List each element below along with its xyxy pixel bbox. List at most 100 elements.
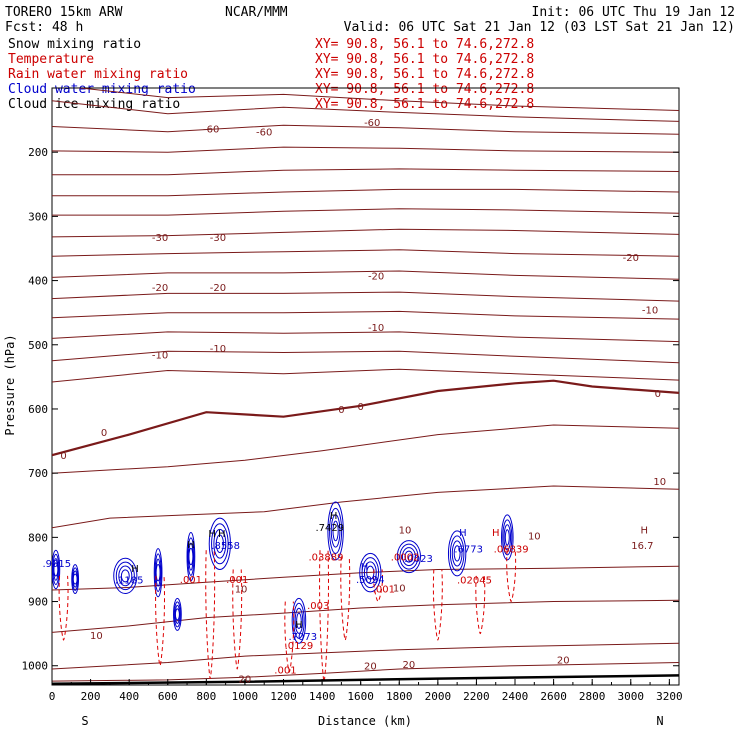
contour-label-22: 10 [393,583,406,594]
model-name: TORERO 15km ARW [5,5,123,20]
contour-label-11: -10 [210,344,226,355]
field-name-1: Temperature [8,52,94,67]
cloud-contour-1 [71,564,80,595]
contour-label-47: .06839 [494,544,529,555]
y-tick-label-7: 900 [28,596,48,609]
isotherm-1 [52,100,679,122]
plot-frame [51,87,680,686]
fields-legend: Snow mixing ratio XY= 90.8, 56.1 to 74.6,… [8,37,534,112]
cloud-contour-5 [186,532,196,582]
y-tick-label-4: 600 [28,403,48,416]
cloud-contour-9 [359,552,382,593]
isotherm-6 [52,208,679,216]
x-tick-label-5: 1000 [232,690,259,703]
rain-contour-7 [373,569,383,603]
contour-label-37: .9015 [43,559,72,570]
isotherm-13 [52,350,679,364]
x-tick-label-16: 3200 [656,690,683,703]
isotherm-layer [52,88,679,682]
x-axis: 0 200 400 600 800 1000 1200 1400 1600 1800 2000 220… [49,679,683,703]
contour-label-52: .001 [226,575,248,586]
contour-label-5: -20 [623,253,639,264]
contour-label-51: .02045 [457,576,492,587]
contour-label-4: -30 [210,233,226,244]
contour-label-30: H [330,511,338,522]
contour-label-9: -10 [642,305,658,316]
field-xy-4: XY= 90.8, 56.1 to 74.6,272.8 [315,97,534,112]
contour-label-1: -60 [256,128,272,139]
init-time: Init: 06 UTC Thu 19 Jan 12 [532,5,736,20]
contour-label-6: -20 [152,283,168,294]
contour-label-17: 0 [60,451,66,462]
contour-label-12: -10 [152,350,168,361]
isotherm-5 [52,188,679,197]
field-name-0: Snow mixing ratio [8,37,141,52]
contour-label-36: H [295,620,303,631]
cloud-contour-4 [173,597,182,631]
cloud-contour-2 [113,557,138,595]
y-axis-label: Pressure (hPa) [3,334,17,435]
cloud-contour-0 [52,549,61,590]
contour-label-20: 10 [528,531,541,542]
center-name: NCAR/MMM [225,5,288,20]
field-xy-0: XY= 90.8, 56.1 to 74.6,272.8 [315,37,534,52]
header: TORERO 15km ARW NCAR/MMM Init: 06 UTC Th… [5,5,735,35]
x-tick-label-14: 2800 [579,690,606,703]
x-tick-label-4: 800 [196,690,216,703]
contour-label-24: 20 [364,662,377,673]
annotation-layer: -60 -60 -60 -30 -30 -20 -20 -20 -20 -10 -10 -10 -10 0… [43,118,667,686]
contour-label-16: 0 [101,428,107,439]
field-xy-3: XY= 90.8, 56.1 to 74.6,272.8 [315,82,534,97]
contour-label-18: 10 [653,477,666,488]
isotherm-9 [52,270,679,280]
contour-label-50: .0002 [391,553,420,564]
cloud-contour-11 [447,530,467,577]
rain-contour-2 [205,550,216,680]
y-tick-label-6: 800 [28,531,48,544]
x-tick-label-12: 2400 [502,690,529,703]
contour-label-15: 0 [338,405,344,416]
contour-label-13: 0 [655,389,661,400]
contour-label-41: H [361,562,369,573]
isotherm-12 [52,331,679,343]
contour-label-7: -20 [210,283,226,294]
x-axis-label: Distance (km) [318,714,412,728]
ground-surface-layer [52,674,679,685]
contour-label-53: .001 [180,575,202,586]
x-tick-label-9: 1800 [386,690,413,703]
x-tick-label-6: 1200 [270,690,297,703]
x-tick-label-7: 1400 [309,690,336,703]
rain-contour-4 [284,601,295,673]
rain-contour-1 [155,575,165,667]
contour-label-10: -10 [368,323,384,334]
x-tick-label-3: 600 [158,690,178,703]
x-tick-label-0: 0 [49,690,56,703]
contour-label-8: -20 [368,271,384,282]
field-name-4: Cloud ice mixing ratio [8,97,180,112]
x-tick-label-11: 2200 [463,690,490,703]
rain-water-layer [58,550,517,683]
y-tick-label-2: 400 [28,275,48,288]
contour-label-34: H [208,529,216,540]
contour-label-19: 10 [399,526,412,537]
isotherm-17 [52,485,679,529]
rain-contour-6 [340,556,351,641]
forecast-hour: Fcst: 48 h [5,20,83,35]
ground-surface-line [52,674,679,685]
x-tick-label-10: 2000 [425,690,452,703]
field-xy-2: XY= 90.8, 56.1 to 74.6,272.8 [315,67,534,82]
isotherm-7 [52,228,679,238]
isotherm-10 [52,291,679,302]
contour-label-55: .0129 [285,641,314,652]
isotherm-3 [52,146,679,153]
field-name-3: Cloud water mixing ratio [8,82,196,97]
isotherm-18 [52,565,679,591]
rain-contour-5 [319,550,329,683]
contour-label-32: H [131,564,139,575]
contour-label-21: 10 [235,585,248,596]
rain-contour-0 [58,575,69,641]
y-tick-label-0: 200 [28,146,48,159]
rain-contour-3 [232,569,243,670]
contour-label-14: 0 [357,402,363,413]
